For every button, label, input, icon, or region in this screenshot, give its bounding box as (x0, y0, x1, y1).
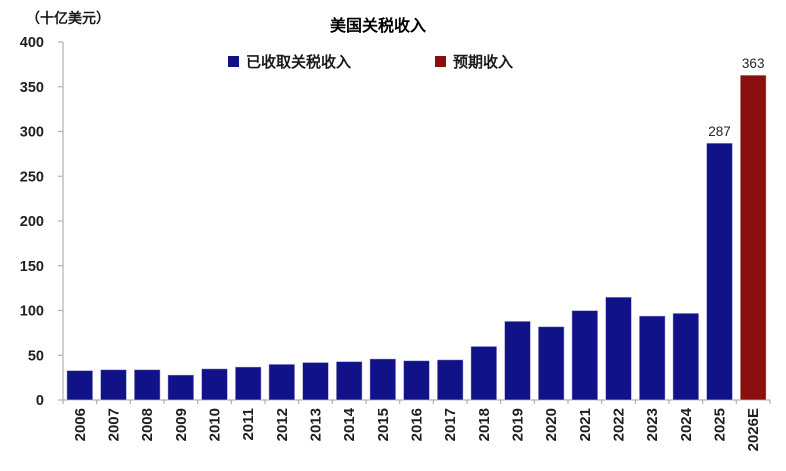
bar-2017 (436, 359, 464, 401)
x-label-2024: 2024 (678, 407, 695, 441)
bar-2010 (201, 368, 228, 401)
x-label-2006: 2006 (72, 408, 89, 441)
bar-2023 (638, 315, 666, 401)
y-tick-label-0: 0 (36, 393, 44, 409)
y-tick-label-300: 300 (20, 125, 44, 141)
legend-swatch-collected (228, 56, 239, 67)
bar-2024 (672, 312, 700, 401)
legend-label-expected: 预期收入 (453, 54, 514, 71)
legend-item-collected: 已收取关税收入 (228, 51, 351, 72)
chart-title: 美国关税收入 (329, 18, 426, 35)
bar-2009 (167, 374, 195, 401)
bar-2008 (133, 369, 161, 401)
bar-2026E (739, 74, 767, 401)
x-label-2007: 2007 (106, 408, 123, 441)
x-label-2014: 2014 (341, 407, 358, 441)
bar-2025 (706, 142, 733, 401)
x-label-2023: 2023 (644, 408, 661, 441)
bar-value-label-2025: 287 (708, 124, 731, 139)
y-tick-label-150: 150 (20, 259, 44, 275)
y-tick-label-400: 400 (20, 35, 44, 51)
x-label-2022: 2022 (611, 408, 628, 441)
x-label-2016: 2016 (409, 408, 426, 441)
y-tick-label-50: 50 (28, 348, 44, 364)
legend-swatch-expected (435, 56, 447, 67)
x-label-2017: 2017 (442, 408, 459, 441)
bar-2016 (403, 360, 430, 401)
x-label-2011: 2011 (240, 408, 257, 441)
y-tick-label-350: 350 (20, 80, 44, 96)
x-label-2021: 2021 (577, 408, 594, 441)
legend-label-collected: 已收取关税收入 (246, 54, 352, 71)
bar-2012 (268, 363, 296, 401)
x-label-2008: 2008 (139, 408, 156, 441)
bar-2007 (100, 369, 127, 401)
x-label-2026E: 2026E (745, 408, 762, 451)
x-label-2018: 2018 (476, 408, 493, 441)
bar-2019 (504, 320, 531, 401)
y-tick-label-200: 200 (20, 214, 44, 230)
bar-2021 (571, 310, 599, 401)
x-label-2013: 2013 (308, 408, 325, 441)
x-label-2025: 2025 (712, 408, 729, 441)
legend: 已收取关税收入 预期收入 (228, 51, 513, 72)
legend-item-expected: 预期收入 (435, 51, 513, 72)
bar-2020 (537, 326, 565, 401)
x-label-2012: 2012 (274, 408, 291, 441)
bar-2011 (234, 366, 262, 401)
bar-value-label-2026E: 363 (742, 56, 765, 71)
x-label-2009: 2009 (173, 408, 190, 441)
x-label-2019: 2019 (510, 408, 527, 441)
bar-2014 (335, 361, 363, 401)
bar-2015 (369, 358, 397, 401)
y-tick-label-100: 100 (20, 304, 44, 320)
bar-2006 (66, 370, 94, 401)
x-label-2015: 2015 (375, 408, 392, 441)
bar-2013 (302, 361, 329, 401)
y-tick-label-250: 250 (20, 169, 44, 185)
bar-2022 (605, 296, 632, 401)
bar-2018 (470, 345, 498, 401)
x-label-2020: 2020 (543, 408, 560, 441)
y-axis-unit-label: （十亿美元） (26, 10, 110, 26)
x-label-2010: 2010 (207, 408, 224, 441)
